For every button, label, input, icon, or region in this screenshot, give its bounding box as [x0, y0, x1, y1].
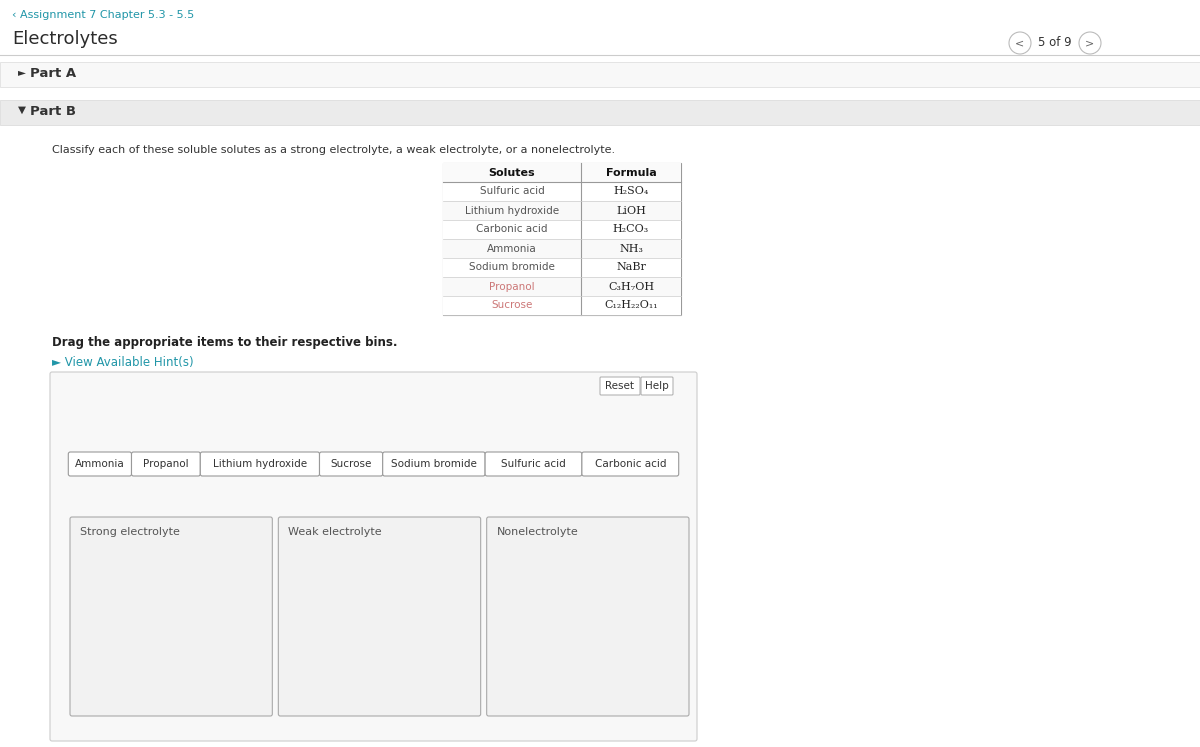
- Text: Strong electrolyte: Strong electrolyte: [80, 527, 180, 537]
- Text: Lithium hydroxide: Lithium hydroxide: [464, 205, 559, 215]
- Text: Help: Help: [646, 381, 668, 391]
- Text: Drag the appropriate items to their respective bins.: Drag the appropriate items to their resp…: [52, 336, 397, 349]
- Text: Propanol: Propanol: [143, 459, 188, 469]
- Circle shape: [1079, 32, 1102, 54]
- FancyBboxPatch shape: [383, 452, 485, 476]
- Circle shape: [1009, 32, 1031, 54]
- Text: Part A: Part A: [30, 67, 76, 80]
- Text: ‹ Assignment 7 Chapter 5.3 - 5.5: ‹ Assignment 7 Chapter 5.3 - 5.5: [12, 10, 194, 20]
- Text: ►: ►: [18, 67, 26, 77]
- Text: Ammonia: Ammonia: [487, 244, 536, 253]
- Text: LiOH: LiOH: [616, 205, 646, 215]
- Text: Ammonia: Ammonia: [76, 459, 125, 469]
- FancyBboxPatch shape: [600, 377, 640, 395]
- FancyBboxPatch shape: [50, 372, 697, 741]
- Text: Part B: Part B: [30, 105, 76, 118]
- Text: Sodium bromide: Sodium bromide: [391, 459, 476, 469]
- Text: Weak electrolyte: Weak electrolyte: [288, 527, 382, 537]
- Text: Carbonic acid: Carbonic acid: [594, 459, 666, 469]
- FancyBboxPatch shape: [70, 517, 272, 716]
- Text: Sucrose: Sucrose: [330, 459, 372, 469]
- FancyBboxPatch shape: [0, 62, 1200, 87]
- Text: NH₃: NH₃: [619, 244, 643, 253]
- FancyBboxPatch shape: [319, 452, 383, 476]
- Text: NaBr: NaBr: [616, 262, 646, 273]
- Text: ► View Available Hint(s): ► View Available Hint(s): [52, 356, 193, 369]
- Text: Classify each of these soluble solutes as a strong electrolyte, a weak electroly: Classify each of these soluble solutes a…: [52, 145, 616, 155]
- Text: Sulfuric acid: Sulfuric acid: [480, 187, 545, 196]
- Text: ▼: ▼: [18, 105, 26, 115]
- Text: 5 of 9: 5 of 9: [1038, 37, 1072, 49]
- FancyBboxPatch shape: [443, 163, 682, 315]
- FancyBboxPatch shape: [200, 452, 319, 476]
- Text: Sulfuric acid: Sulfuric acid: [502, 459, 566, 469]
- FancyBboxPatch shape: [132, 452, 200, 476]
- FancyBboxPatch shape: [443, 277, 682, 296]
- Text: Sodium bromide: Sodium bromide: [469, 262, 554, 273]
- Text: Carbonic acid: Carbonic acid: [476, 225, 547, 235]
- FancyBboxPatch shape: [641, 377, 673, 395]
- Text: >: >: [1085, 38, 1094, 48]
- Text: Solutes: Solutes: [488, 167, 535, 178]
- Text: Electrolytes: Electrolytes: [12, 30, 118, 48]
- FancyBboxPatch shape: [443, 220, 682, 239]
- FancyBboxPatch shape: [485, 452, 582, 476]
- FancyBboxPatch shape: [0, 100, 1200, 125]
- Text: Nonelectrolyte: Nonelectrolyte: [497, 527, 578, 537]
- FancyBboxPatch shape: [582, 452, 679, 476]
- Text: C₁₂H₂₂O₁₁: C₁₂H₂₂O₁₁: [604, 300, 658, 311]
- Text: <: <: [1015, 38, 1025, 48]
- FancyBboxPatch shape: [278, 517, 481, 716]
- FancyBboxPatch shape: [443, 201, 682, 220]
- Text: H₂SO₄: H₂SO₄: [613, 187, 649, 196]
- FancyBboxPatch shape: [443, 239, 682, 258]
- FancyBboxPatch shape: [443, 258, 682, 277]
- FancyBboxPatch shape: [443, 296, 682, 315]
- Text: Sucrose: Sucrose: [491, 300, 533, 311]
- FancyBboxPatch shape: [443, 182, 682, 201]
- FancyBboxPatch shape: [487, 517, 689, 716]
- FancyBboxPatch shape: [443, 163, 682, 182]
- Text: Lithium hydroxide: Lithium hydroxide: [212, 459, 307, 469]
- FancyBboxPatch shape: [68, 452, 132, 476]
- Text: C₃H₇OH: C₃H₇OH: [608, 282, 654, 291]
- Text: H₂CO₃: H₂CO₃: [613, 225, 649, 235]
- Text: Reset: Reset: [606, 381, 635, 391]
- Text: Propanol: Propanol: [490, 282, 535, 291]
- Text: Formula: Formula: [606, 167, 656, 178]
